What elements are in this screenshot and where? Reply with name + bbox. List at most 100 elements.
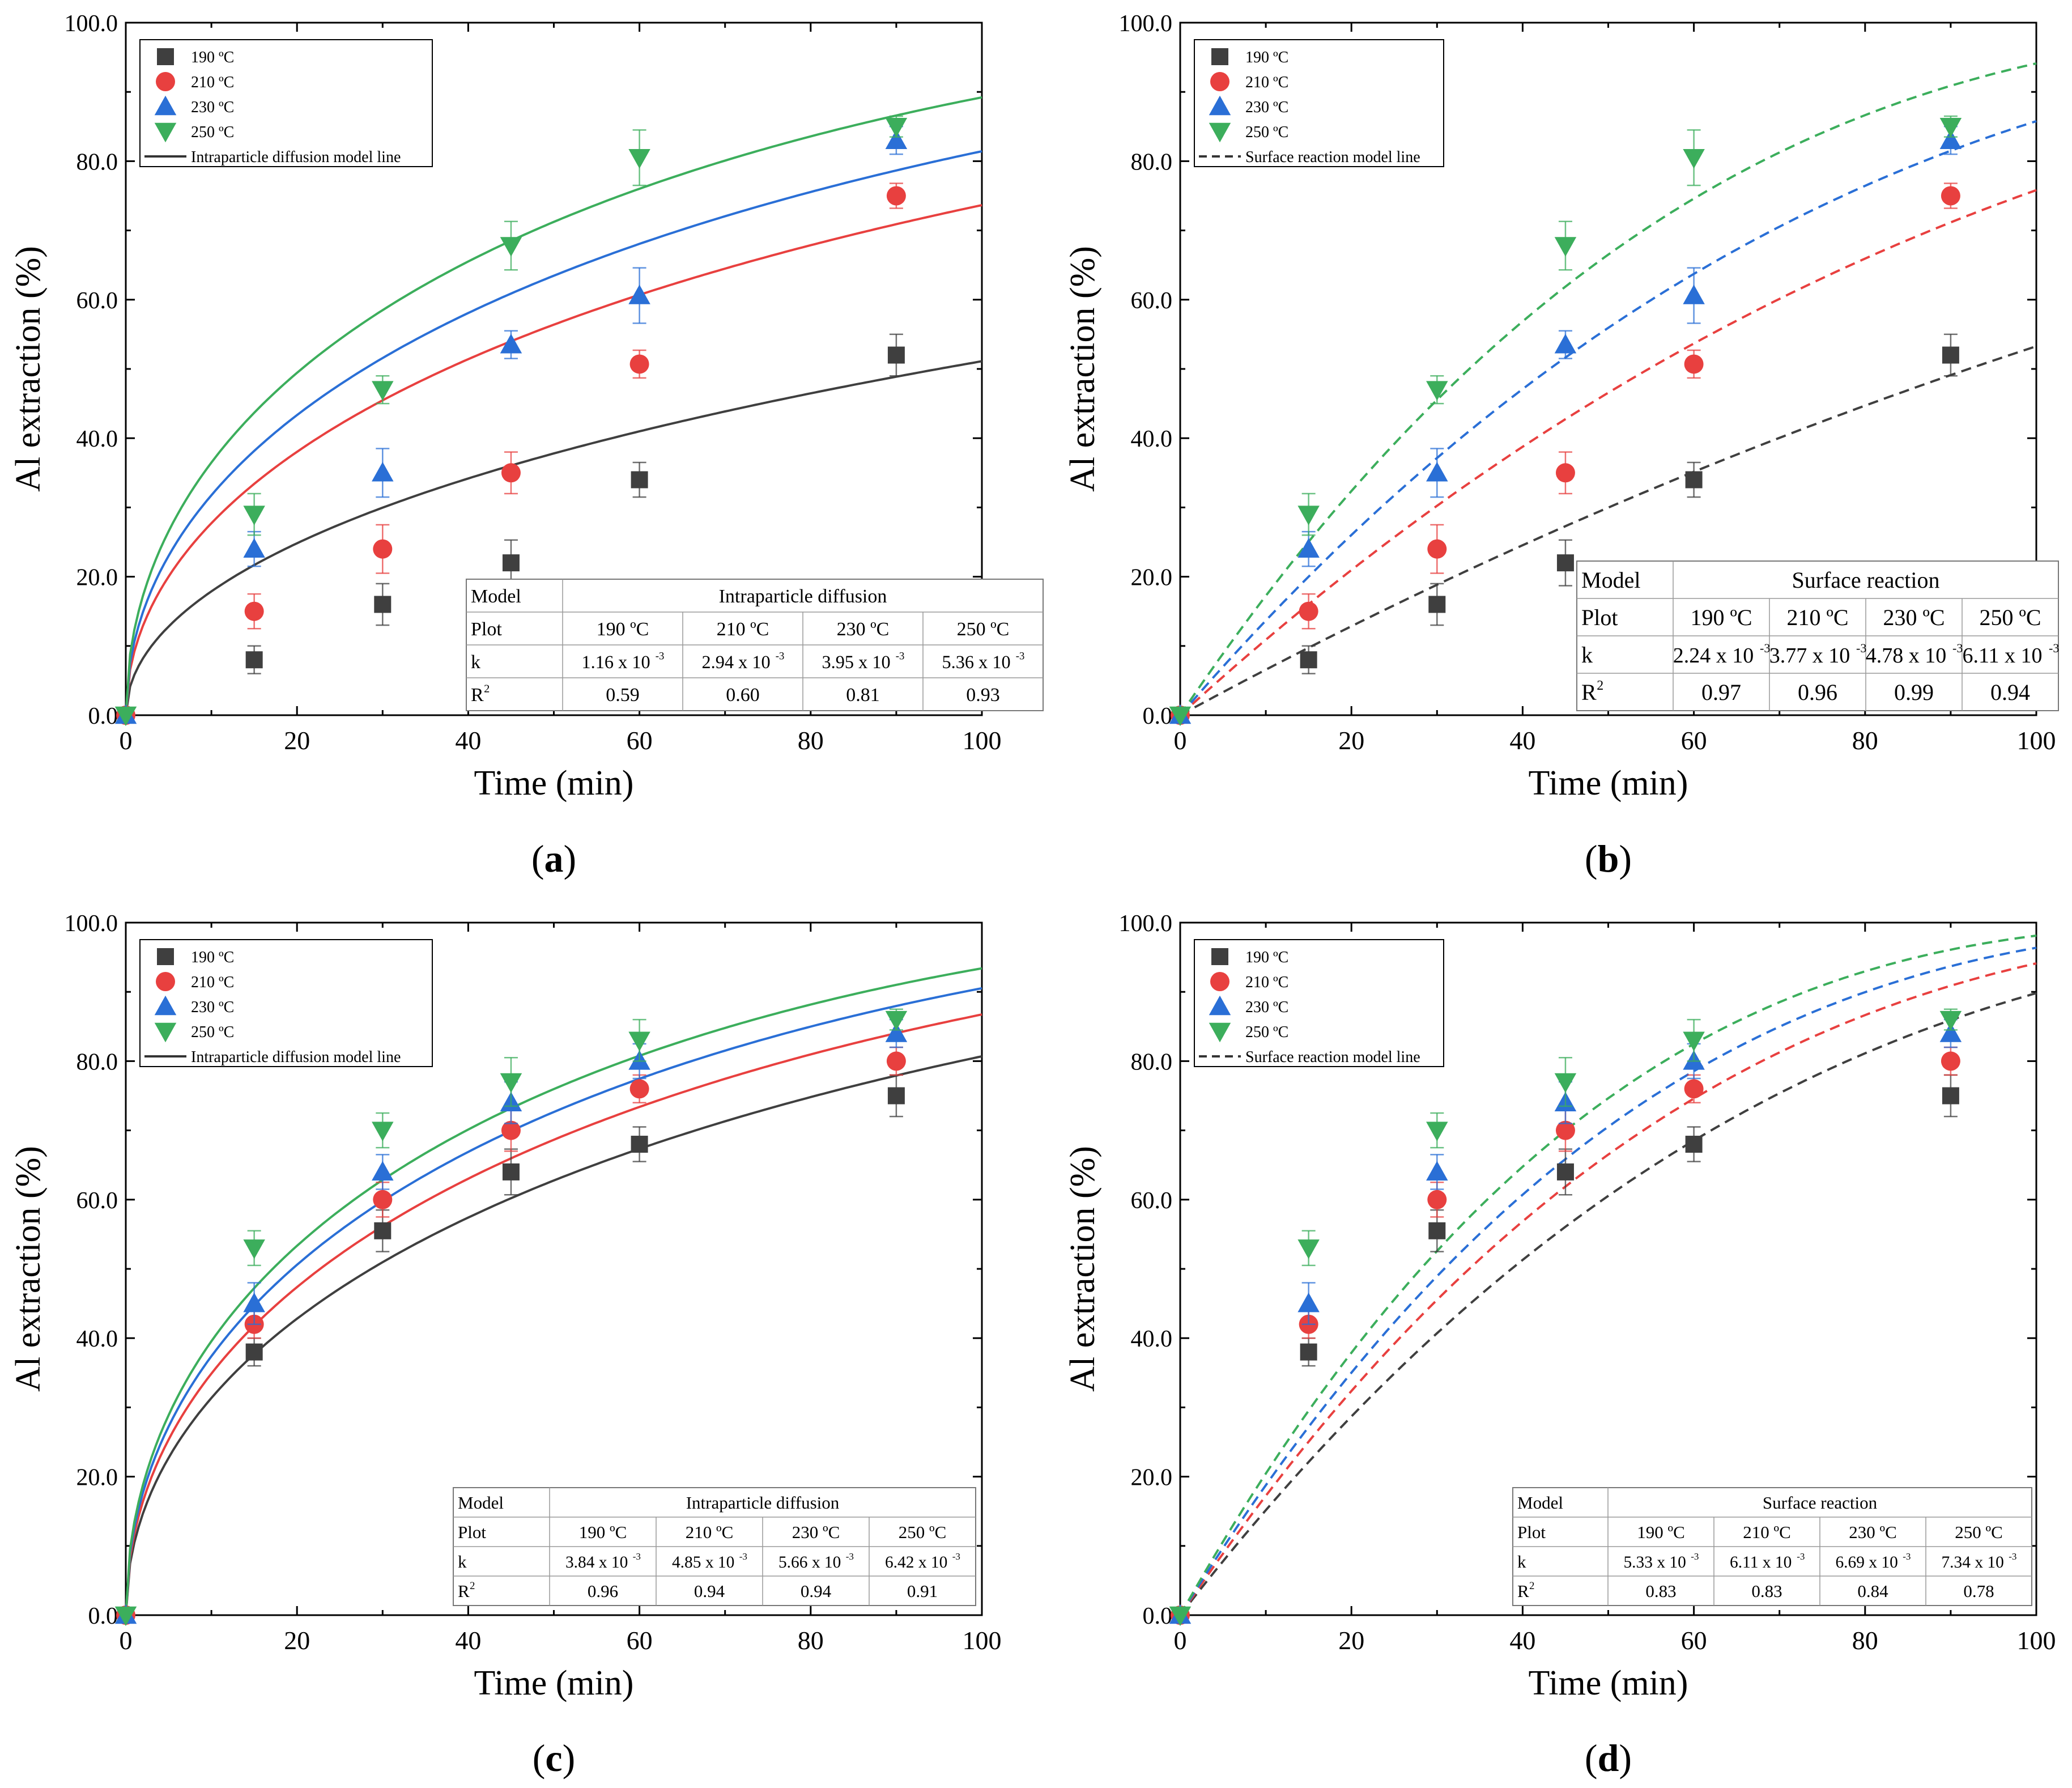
table-k-exponent: -3 [2009, 1551, 2016, 1562]
legend-label: 230 ºC [191, 99, 234, 116]
table-k-value: 4.85 x 10 [672, 1553, 734, 1572]
table-temp: 190 ºC [1637, 1522, 1685, 1542]
legend-label: 230 ºC [1245, 999, 1288, 1016]
table-model-name: Surface reaction [1763, 1493, 1878, 1513]
model-curve-c250 [1179, 62, 2037, 716]
table-k-value: 5.33 x 10 [1623, 1553, 1686, 1572]
x-axis-label: Time (min) [1529, 764, 1688, 802]
model-curve-c230 [1179, 946, 2037, 1616]
y-tick-label: 80.0 [76, 149, 118, 175]
table-k-exponent: -3 [633, 1551, 641, 1562]
data-point-c230 [885, 1022, 908, 1042]
legend-marker-c230 [1209, 995, 1231, 1016]
table-r2-label: R [1517, 1581, 1529, 1601]
table-k-exponent: -3 [2049, 641, 2059, 655]
data-point-c250 [1426, 1122, 1448, 1141]
data-point-c230 [372, 1161, 394, 1181]
table-k-value: 6.69 x 10 [1835, 1553, 1897, 1572]
legend-label: 250 ºC [1245, 1023, 1288, 1041]
chart-panel-d: 0 20 40 60 80 100 0.0 20.0 40.0 60.0 80.0 100.0 Time… [1063, 911, 2056, 1779]
y-axis-label: Al extraction (%) [1063, 246, 1102, 492]
y-tick-label: 0.0 [88, 703, 118, 729]
table-model-name: Surface reaction [1792, 567, 1940, 593]
data-point-c190 [1685, 471, 1703, 489]
panel-label-open: ( [1585, 1736, 1598, 1779]
panel-label: (c) [533, 1736, 576, 1779]
y-tick-label: 100.0 [1119, 911, 1173, 937]
model-curve-c230 [1179, 120, 2037, 716]
model-curve-c210 [125, 1013, 982, 1616]
legend-label: 210 ºC [1245, 74, 1288, 91]
y-axis-label: Al extraction (%) [1063, 1146, 1102, 1392]
table-temp: 190 ºC [597, 619, 649, 640]
x-tick-label: 80 [1852, 726, 1878, 755]
data-point-c250 [500, 237, 522, 257]
y-tick-label: 100.0 [65, 911, 118, 937]
table-r2-value: 0.97 [1701, 679, 1741, 705]
data-point-c190 [374, 1222, 392, 1239]
legend-label: Intraparticle diffusion model line [191, 1048, 401, 1066]
table-plot-label: Plot [1517, 1522, 1546, 1542]
data-point-c210 [886, 186, 906, 206]
legend-marker-c250 [1209, 1022, 1231, 1043]
data-point-c210 [1427, 1190, 1447, 1209]
y-tick-label: 20.0 [1131, 1465, 1173, 1491]
table-k-exponent: -3 [952, 1551, 960, 1562]
data-point-c250 [628, 149, 650, 169]
table-k-value: 5.66 x 10 [778, 1553, 841, 1572]
y-tick-label: 80.0 [76, 1049, 118, 1075]
data-point-c230 [1683, 284, 1705, 304]
data-point-c210 [501, 463, 521, 483]
data-point-c210 [501, 1120, 521, 1140]
y-tick-label: 40.0 [1131, 1326, 1173, 1352]
x-tick-label: 100 [2017, 726, 2056, 755]
table-temp: 190 ºC [579, 1522, 627, 1542]
table-k-value: 5.36 x 10 [942, 652, 1011, 672]
data-point-c250 [1169, 706, 1192, 727]
data-point-c210 [1684, 354, 1704, 374]
x-axis-label: Time (min) [474, 764, 634, 802]
chart-panel-a: 0 20 40 60 80 100 0.0 20.0 40.0 60.0 80.0 100.0 Time… [9, 11, 1044, 880]
table-r2-value: 0.96 [1798, 679, 1837, 705]
chart-panel-c: 0 20 40 60 80 100 0.0 20.0 40.0 60.0 80.0 100.0 Time… [9, 911, 1002, 1779]
table-temp: 250 ºC [899, 1522, 947, 1542]
model-curve-c250 [1179, 935, 2037, 1616]
data-point-c210 [1555, 1120, 1575, 1140]
table-r2-value: 0.60 [726, 685, 760, 706]
table-temp: 250 ºC [1979, 605, 2041, 630]
x-tick-label: 80 [798, 726, 824, 755]
data-point-c250 [1683, 149, 1705, 169]
x-tick-label: 20 [1338, 1626, 1364, 1655]
data-point-c230 [628, 284, 650, 304]
legend-marker-c210 [1210, 972, 1229, 991]
table-r2-superscript: 2 [1597, 678, 1603, 693]
table-temp: 250 ºC [1955, 1522, 2003, 1542]
table-temp: 230 ºC [792, 1522, 840, 1542]
table-temp: 210 ºC [686, 1522, 734, 1542]
panel-label-open: ( [531, 837, 544, 880]
table-k-value: 1.16 x 10 [582, 652, 650, 672]
data-point-c190 [1428, 1222, 1446, 1239]
panel-label-close: ) [1619, 837, 1632, 880]
table-k-value: 4.78 x 10 [1866, 644, 1947, 668]
legend-label: 210 ºC [191, 74, 234, 91]
table-temp: 210 ºC [1786, 605, 1848, 630]
panel-label: (d) [1585, 1736, 1632, 1779]
table-r2-superscript: 2 [1529, 1580, 1534, 1592]
table-r2-label: R [471, 685, 484, 706]
data-point-c190 [887, 1087, 905, 1105]
panel-label-letter: b [1598, 837, 1619, 880]
table-r2-value: 0.59 [606, 685, 640, 706]
y-axis-label: Al extraction (%) [9, 246, 48, 492]
data-point-c210 [886, 1051, 906, 1071]
data-point-c190 [1685, 1136, 1703, 1153]
data-point-c250 [1169, 1606, 1192, 1626]
table-r2-value: 0.83 [1645, 1581, 1676, 1601]
y-tick-label: 60.0 [1131, 288, 1173, 314]
model-curve-c230 [125, 987, 982, 1616]
x-tick-label: 100 [2017, 1626, 2056, 1655]
y-tick-label: 80.0 [1131, 149, 1173, 175]
panel-label-close: ) [563, 1736, 576, 1779]
legend-box [139, 39, 433, 167]
x-tick-label: 20 [284, 1626, 310, 1655]
